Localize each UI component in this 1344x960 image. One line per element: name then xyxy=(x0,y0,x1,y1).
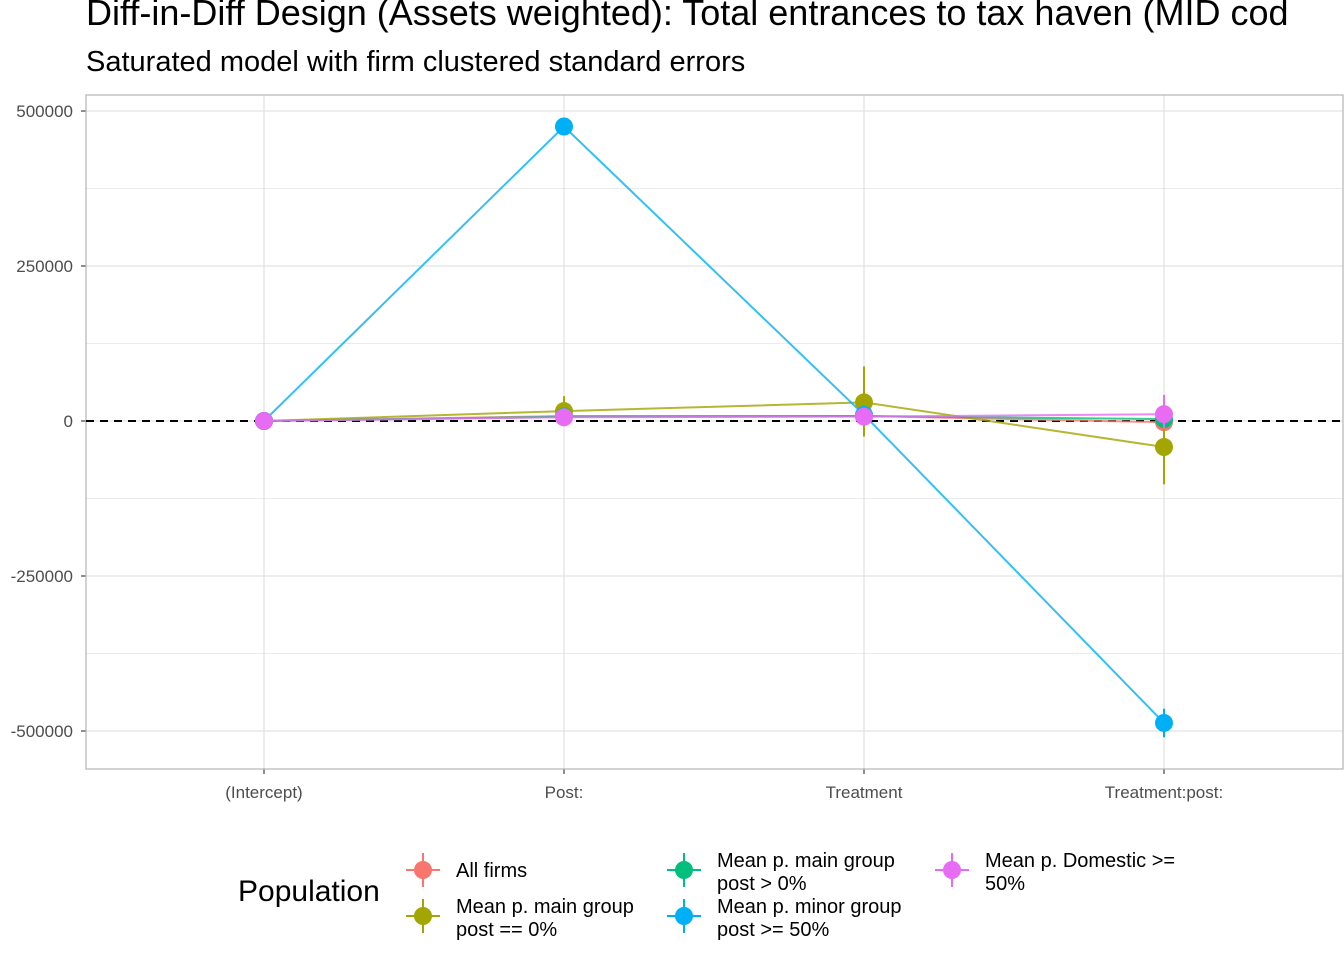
series-4-point xyxy=(255,412,273,430)
series-3-line xyxy=(263,125,1165,724)
series-1-line xyxy=(263,401,1165,449)
series-1-point xyxy=(855,393,873,412)
legend-label: Mean p. main group post > 0% xyxy=(717,850,895,895)
legend-label: Mean p. main group post == 0% xyxy=(456,896,634,941)
x-tick-label: Post: xyxy=(545,783,584,802)
panel-border xyxy=(85,94,1344,770)
x-tick-label: Treatment xyxy=(826,783,903,802)
y-tick-label: 0 xyxy=(64,412,73,431)
series-3-point xyxy=(555,117,573,136)
legend-label: All firms xyxy=(456,860,528,882)
legend-key-icon xyxy=(667,899,701,933)
series-3-point xyxy=(1155,713,1173,732)
legend-key-point xyxy=(414,907,432,925)
legend-key-icon xyxy=(667,853,701,887)
axis-layer: 500000 250000 0 -250000 -500000 (Intercept) Po… xyxy=(11,94,1344,802)
series-4-point xyxy=(555,408,573,427)
legend-label: Mean p. Domestic >= 50% xyxy=(985,850,1176,895)
legend-key-point xyxy=(943,861,961,879)
x-tick-label: Treatment:post: xyxy=(1105,783,1223,802)
x-tick-label: (Intercept) xyxy=(225,783,302,802)
chart-subtitle: Saturated model with firm clustered stan… xyxy=(86,46,746,78)
y-tick-label: -500000 xyxy=(11,722,73,741)
legend-title: Population xyxy=(238,875,380,908)
chart-title: Diff-in-Diff Design (Assets weighted): T… xyxy=(86,0,1289,33)
y-tick-label: -250000 xyxy=(11,567,73,586)
y-tick-label: 250000 xyxy=(16,257,73,276)
y-tick-label: 500000 xyxy=(16,102,73,121)
legend: Population All firms Mean p. main group p… xyxy=(238,845,1238,955)
grid-layer xyxy=(86,95,1343,769)
legend-key-point xyxy=(414,861,432,879)
series-1-point xyxy=(1155,438,1173,457)
legend-key-icon xyxy=(406,853,440,887)
legend-key-point xyxy=(675,861,693,879)
series-4-line xyxy=(263,413,1165,422)
legend-key-point xyxy=(675,907,693,925)
series-4-point xyxy=(1155,405,1173,424)
legend-key-icon xyxy=(406,899,440,933)
series-4-point xyxy=(855,407,873,426)
legend-key-icon xyxy=(935,853,969,887)
legend-label: Mean p. minor group post >= 50% xyxy=(717,896,902,941)
series-layer xyxy=(255,117,1173,738)
